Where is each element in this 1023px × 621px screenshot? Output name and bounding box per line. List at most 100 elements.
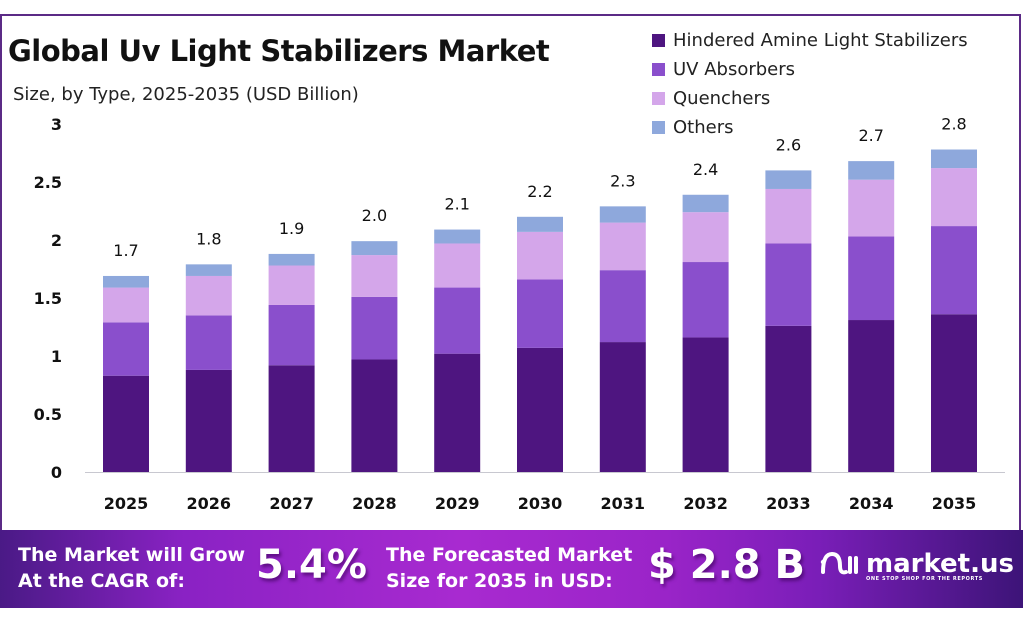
bar-segment [185,264,232,276]
y-tick-label: 2 [51,231,62,250]
bar-segment [599,270,646,343]
legend-label: UV Absorbers [673,59,796,80]
bar-segment [434,287,481,354]
bar-total-label: 2.0 [362,206,387,225]
bar-segment [682,262,729,338]
forecast-caption-line1: The Forecasted Market [386,544,633,566]
bar-stack [185,264,232,472]
legend-label: Others [673,117,734,138]
legend-swatch [652,34,665,47]
bar-segment [351,255,398,297]
bar-stack [931,149,977,472]
logo-name: market.us [866,548,1014,579]
bar-segment [599,206,646,223]
forecast-value: $ 2.8 B [648,542,806,588]
x-tick-label: 2031 [601,494,646,513]
bar-segment [268,365,315,472]
bar-segment [268,304,315,366]
x-axis: 2025 2026 2027 2028 2029 2030 2031 2032 2033 2034… [104,494,977,513]
y-tick-label: 3 [51,115,62,134]
bar-stack [268,253,315,472]
chart-subtitle: Size, by Type, 2025-2035 (USD Billion) [13,84,359,105]
bars: 1.7 1.8 1.9 2.0 2.1 2.2 2.3 2.4 2.6 2.7 2.8 [103,115,977,472]
x-tick-label: 2033 [766,494,811,513]
bar-segment [185,369,232,472]
bar-segment [682,194,729,213]
market-us-logo-icon [820,548,858,585]
bar-stack [765,170,812,472]
bar-segment [931,226,977,315]
bar-segment [931,168,977,227]
forecast-caption-line2: Size for 2035 in USD: [386,570,613,592]
bar-segment [351,241,398,256]
bar-segment [765,170,812,189]
bar-total-label: 1.8 [196,229,221,248]
bar-segment [848,161,895,180]
bar-stack [103,275,149,472]
summary-banner: The Market will Grow At the CAGR of: 5.4… [0,530,1023,608]
legend-swatch [652,121,665,134]
legend-label: Hindered Amine Light Stabilizers [673,30,968,51]
bar-stack [434,229,481,472]
bar-total-label: 2.1 [444,195,469,214]
bar-segment [103,322,149,376]
bar-segment [185,315,232,370]
bar-stack [351,241,398,472]
x-tick-label: 2029 [435,494,480,513]
logo-tagline: ONE STOP SHOP FOR THE REPORTS [866,575,983,582]
cagr-caption-line1: The Market will Grow [18,544,246,566]
x-tick-label: 2028 [352,494,397,513]
bar-total-label: 2.7 [858,126,883,145]
x-tick-label: 2025 [104,494,149,513]
forecast-caption: The Forecasted Market Size for 2035 in U… [386,542,632,594]
legend-swatch [652,63,665,76]
bar-segment [351,296,398,360]
bar-segment [434,353,481,472]
x-tick-label: 2035 [932,494,977,513]
bar-segment [517,347,563,472]
legend-item: Others [652,113,968,142]
bar-segment [682,212,729,263]
y-tick-label: 1 [51,347,62,366]
bar-total-label: 2.4 [693,160,718,179]
legend-swatch [652,92,665,105]
bar-segment [517,279,563,348]
x-tick-label: 2030 [518,494,563,513]
legend-item: UV Absorbers [652,55,968,84]
bar-segment [103,375,149,472]
bar-stack [848,161,895,472]
x-tick-label: 2034 [849,494,894,513]
bar-total-label: 2.8 [941,115,966,134]
bar-total-label: 2.2 [527,182,552,201]
bar-segment [185,275,232,316]
bar-stack [517,216,563,472]
bar-segment [765,188,812,244]
bar-segment [434,243,481,288]
bar-stack [599,206,646,472]
bar-segment [103,275,149,288]
legend-label: Quenchers [673,88,771,109]
y-tick-label: 1.5 [34,289,62,308]
cagr-caption-line2: At the CAGR of: [18,570,185,592]
bar-segment [599,342,646,472]
bar-segment [765,243,812,326]
x-tick-label: 2032 [683,494,728,513]
bar-segment [517,216,563,232]
bar-segment [682,337,729,472]
cagr-caption: The Market will Grow At the CAGR of: [18,542,245,594]
bar-total-label: 1.9 [279,219,304,238]
market-us-logo: market.us ONE STOP SHOP FOR THE REPORTS [820,548,1014,585]
bar-segment [931,149,977,169]
bar-segment [848,236,895,321]
y-tick-label: 0.5 [34,405,62,424]
bar-total-label: 2.6 [776,135,801,154]
chart-title: Global Uv Light Stabilizers Market [8,34,550,68]
bar-segment [351,359,398,472]
y-axis: 0 0.5 1 1.5 2 2.5 3 [34,115,62,482]
y-tick-label: 2.5 [34,173,62,192]
bar-segment [434,229,481,244]
chart-frame [0,14,1021,608]
stacked-bar-chart: 0 0.5 1 1.5 2 2.5 3 1.7 1.8 1.9 2.0 2.1 2.2 2.3 2.4 2.… [34,115,1005,513]
bar-segment [765,325,812,472]
legend-item: Hindered Amine Light Stabilizers [652,26,968,55]
